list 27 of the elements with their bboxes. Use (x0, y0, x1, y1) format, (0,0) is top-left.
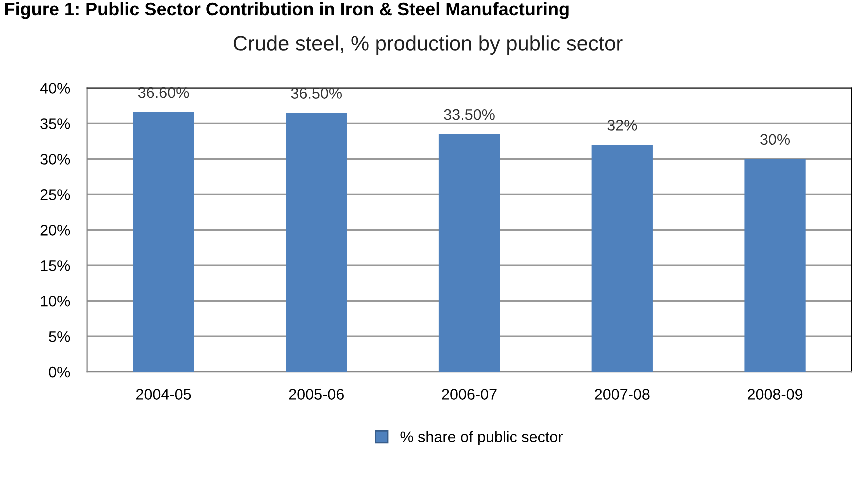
bar (438, 134, 500, 372)
data-label: 36.60% (138, 87, 190, 98)
data-label: 33.50% (444, 109, 495, 120)
chart-title: Crude steel, % production by public sector (234, 36, 623, 56)
y-tick-label: 30% (40, 154, 70, 165)
legend-label: % share of public sector (400, 431, 564, 446)
y-tick-label: 5% (49, 332, 70, 342)
data-label: 30% (760, 134, 790, 146)
data-label: 32% (608, 120, 638, 131)
x-tick-label: 2007-08 (595, 389, 650, 400)
y-tick-label: 0% (49, 366, 70, 378)
x-tick-label: 2006-07 (442, 389, 497, 400)
bar (744, 159, 806, 372)
y-tick-label: 10% (41, 296, 70, 307)
bar (592, 145, 653, 372)
x-tick-label: 2005-06 (289, 389, 344, 400)
caption: Figure 1: Public Sector Contribution in Iron & Steel Manufacturing (5, 2, 569, 20)
y-tick-label: 40% (40, 83, 70, 94)
bar (133, 112, 194, 372)
data-label: 36.50% (291, 88, 342, 99)
y-tick-label: 15% (41, 260, 70, 272)
y-tick-label: 25% (40, 190, 70, 200)
x-tick-label: 2008-09 (748, 389, 803, 400)
y-tick-label: 35% (40, 118, 70, 130)
y-tick-label: 20% (40, 225, 70, 236)
x-tick-label: 2004-05 (136, 389, 192, 400)
bar (286, 113, 348, 372)
